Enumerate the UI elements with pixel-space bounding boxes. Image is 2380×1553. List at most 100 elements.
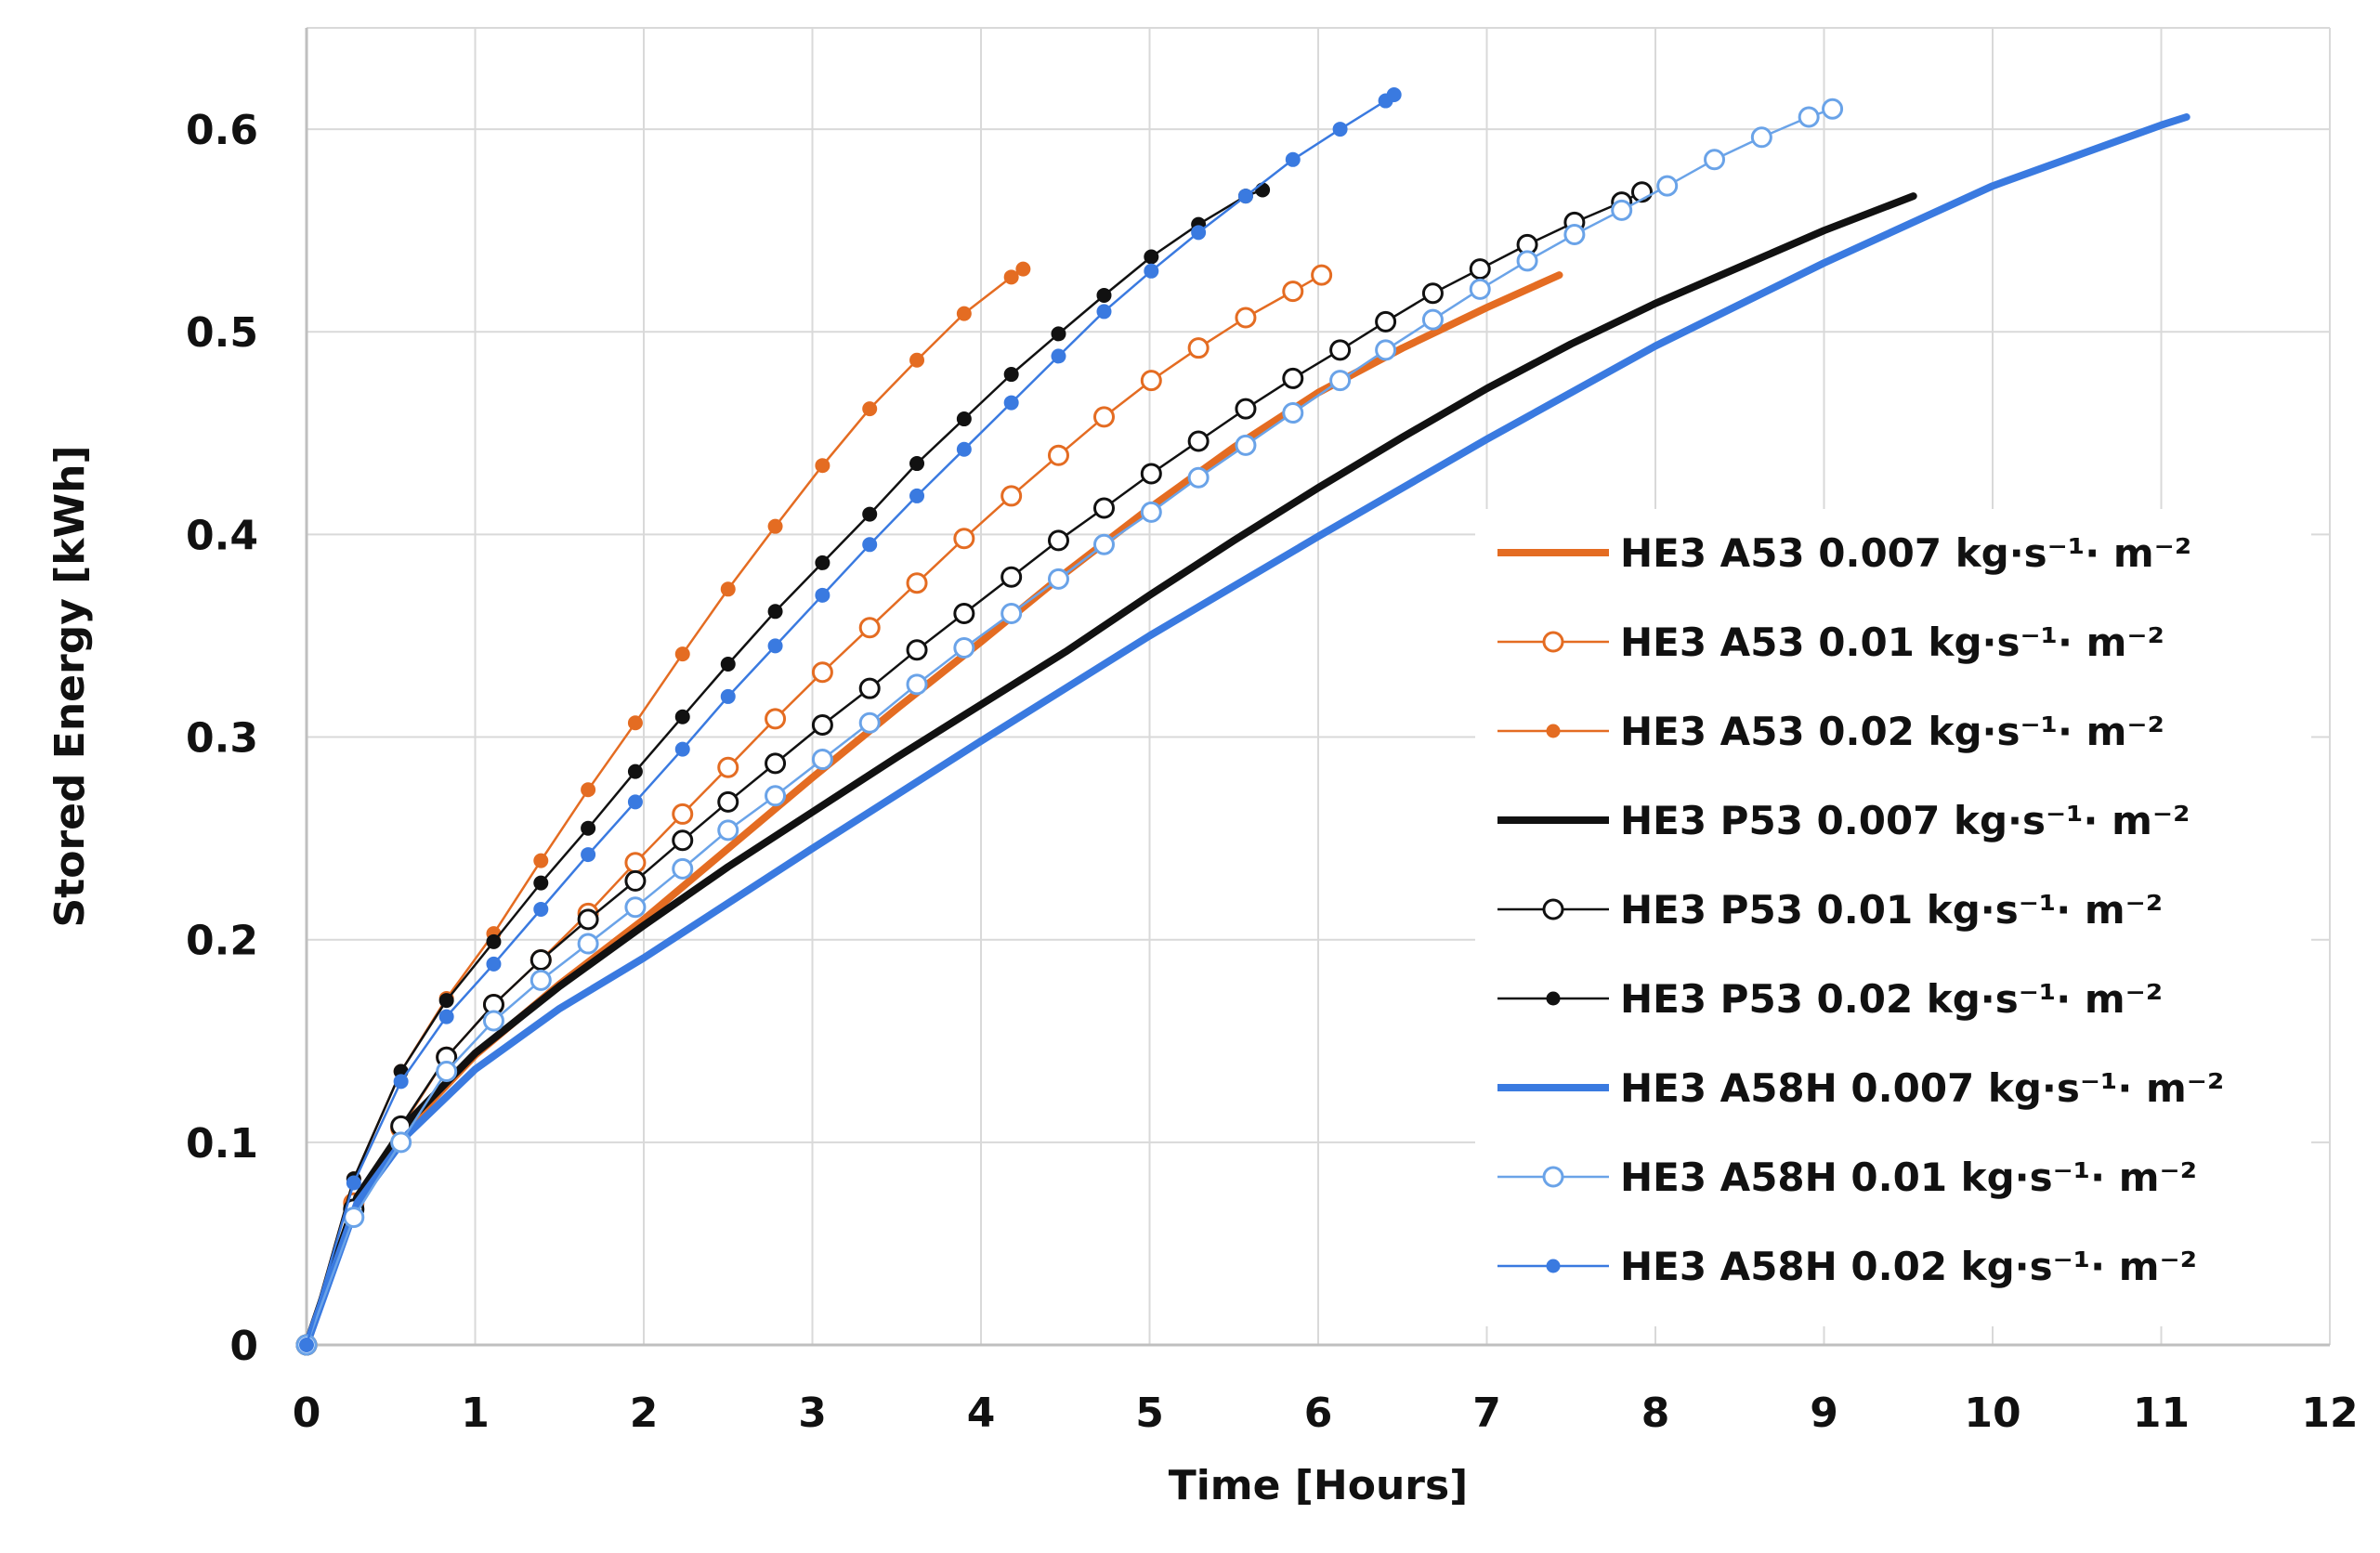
legend-background [1475,509,2311,1326]
data-point [1235,434,1257,456]
data-point [862,537,878,553]
data-point [343,1207,365,1229]
data-point [577,908,599,931]
x-tick-label: 8 [1641,1390,1670,1437]
data-point [1000,485,1023,507]
x-tick-label: 2 [630,1390,659,1437]
data-point [390,1131,412,1154]
data-point [346,1175,361,1191]
data-point [674,709,690,724]
data-point [765,752,787,775]
data-point [1421,282,1444,305]
data-point [1047,568,1069,590]
data-point [862,506,878,522]
data-point [717,756,739,778]
data-point [1096,287,1112,303]
data-point [1469,258,1491,281]
legend-label: HE3 A58H 0.02 kg·s⁻¹· m⁻² [1620,1244,2197,1289]
data-point [909,456,925,472]
data-point [624,852,647,874]
data-point [1015,261,1031,277]
x-tick-label: 7 [1472,1390,1501,1437]
data-point [956,441,972,457]
x-tick-label: 4 [967,1390,996,1437]
series-9 [299,86,1402,1352]
x-tick-label: 9 [1810,1390,1838,1437]
legend-label: HE3 A53 0.007 kg·s⁻¹· m⁻² [1620,530,2191,576]
data-point [624,896,647,919]
data-point [717,790,739,813]
data-point [720,688,736,704]
data-point [1375,339,1397,361]
y-tick-label: 0 [229,1323,258,1370]
legend-label: HE3 A53 0.02 kg·s⁻¹· m⁻² [1620,709,2164,754]
y-axis-label: Stored Energy [kWh] [46,445,94,927]
data-point [533,875,549,891]
data-point [1516,250,1538,272]
data-point [1822,98,1844,120]
y-tick-label: 0.5 [186,309,258,357]
legend-item-1: HE3 A53 0.007 kg·s⁻¹· m⁻² [1497,530,2191,576]
data-point [1386,86,1402,102]
series-4 [303,192,1917,1349]
data-point [482,1010,504,1032]
data-point [1704,149,1726,171]
data-point [1003,367,1019,383]
data-point [627,763,643,779]
data-point [1798,106,1820,128]
data-point [1282,367,1304,389]
data-point [1047,529,1069,552]
data-point [956,411,972,427]
data-point [811,661,833,684]
data-point [393,1074,409,1090]
data-point [530,949,552,972]
x-tick-label: 10 [1964,1390,2020,1437]
data-point [1000,566,1023,588]
x-tick-label: 3 [798,1390,827,1437]
data-point [767,638,783,654]
data-point [1235,307,1257,329]
legend-marker [1542,898,1564,920]
data-point [299,1338,314,1352]
data-point [815,458,830,474]
data-point [672,829,694,852]
data-point [672,857,694,880]
data-point [1051,326,1066,342]
data-point [1285,151,1301,167]
legend-label: HE3 A53 0.01 kg·s⁻¹· m⁻² [1620,620,2164,665]
data-point [720,581,736,597]
series-line [303,113,2190,1349]
data-point [436,1060,458,1082]
data-point [530,969,552,991]
legend-item-7: HE3 A58H 0.007 kg·s⁻¹· m⁻² [1497,1065,2224,1111]
series-line [305,108,1834,1347]
x-tick-label: 12 [2301,1390,2358,1437]
x-tick-label: 0 [293,1390,321,1437]
data-point [438,993,454,1009]
data-point [811,713,833,736]
data-point [1329,339,1352,361]
x-tick-label: 6 [1304,1390,1333,1437]
data-point [862,401,878,417]
data-point [624,869,647,892]
data-point [533,901,549,917]
data-point [1140,370,1162,392]
data-point [1140,501,1162,523]
x-axis-label: Time [Hours] [1169,1462,1469,1509]
data-point [486,933,502,949]
data-point [1237,189,1253,204]
data-point [1282,401,1304,424]
data-point [906,639,928,661]
data-point [1282,281,1304,303]
data-point [1092,406,1115,428]
data-point [1187,466,1210,489]
data-point [953,637,975,659]
data-point [1003,269,1019,285]
legend-marker [1542,631,1564,653]
legend-item-5: HE3 P53 0.01 kg·s⁻¹· m⁻² [1497,887,2163,933]
data-point [1656,175,1679,197]
legend-item-9: HE3 A58H 0.02 kg·s⁻¹· m⁻² [1497,1244,2197,1289]
data-point [1187,430,1210,452]
